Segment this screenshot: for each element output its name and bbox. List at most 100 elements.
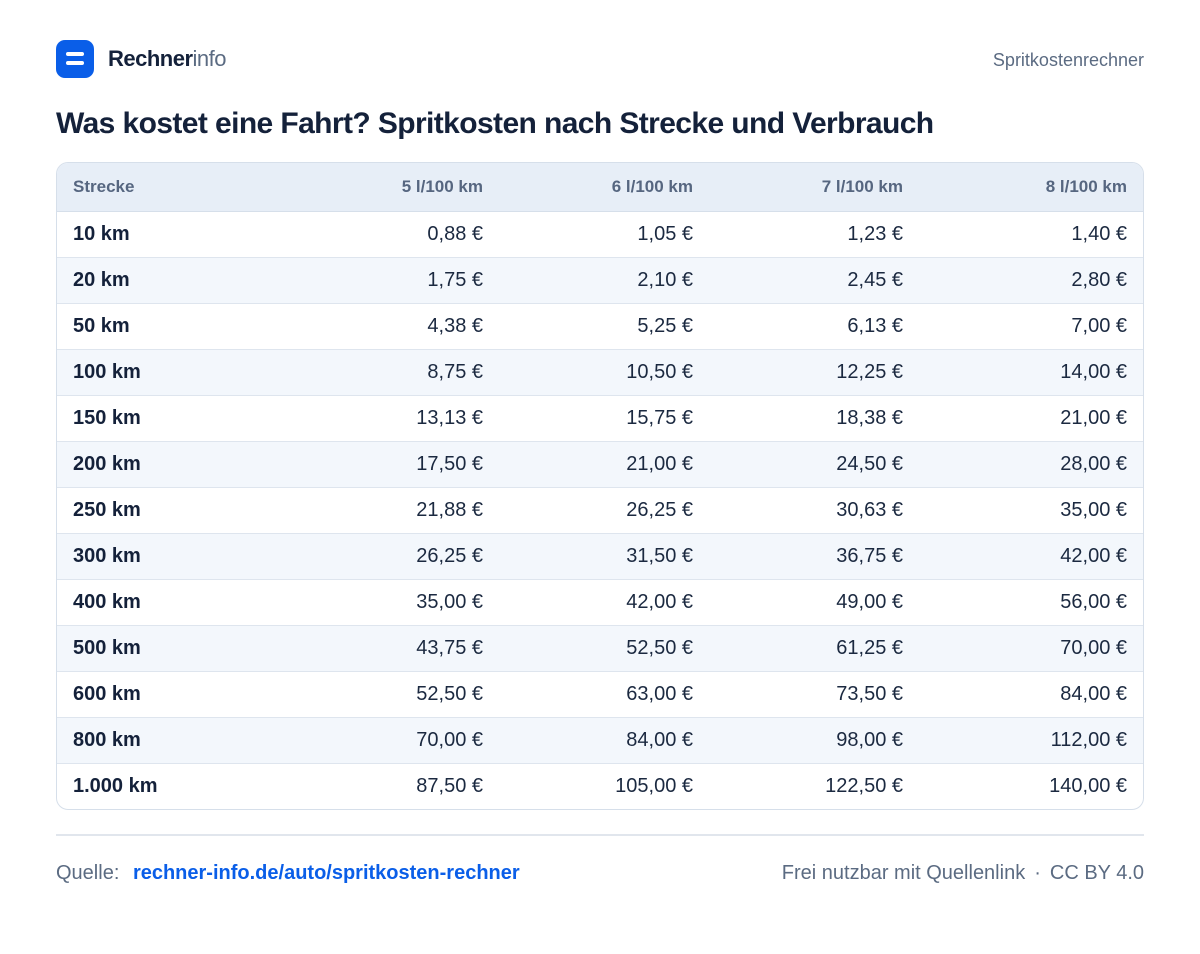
cost-cell: 17,50 € [289,441,499,488]
fuel-cost-table: Strecke 5 l/100 km 6 l/100 km 7 l/100 km… [57,163,1143,809]
cost-cell: 5,25 € [499,303,709,350]
column-header-distance: Strecke [57,163,289,212]
cost-cell: 112,00 € [919,717,1143,764]
table-header-row: Strecke 5 l/100 km 6 l/100 km 7 l/100 km… [57,163,1143,212]
cost-cell: 15,75 € [499,395,709,442]
cost-cell: 35,00 € [289,579,499,626]
cost-cell: 28,00 € [919,441,1143,488]
cost-cell: 1,40 € [919,211,1143,258]
site-header: Rechnerinfo Spritkostenrechner [56,40,1144,78]
cost-cell: 14,00 € [919,349,1143,396]
cost-cell: 13,13 € [289,395,499,442]
logo-bar-top [66,52,84,56]
table-row: 100 km 8,75 € 10,50 € 12,25 € 14,00 € [57,349,1143,396]
cost-cell: 1,75 € [289,257,499,304]
cost-cell: 70,00 € [919,625,1143,672]
cost-cell: 122,50 € [825,775,903,797]
table-row: 500 km 43,75 € 52,50 € 61,25 € 70,00 € [57,625,1143,672]
cost-cell: 21,00 € [499,441,709,488]
cost-cell: 6,13 € [709,303,919,350]
cost-cell: 84,00 € [919,671,1143,718]
cost-cell: 24,50 € [709,441,919,488]
cost-cell: 8,75 € [289,349,499,396]
usage-note: Frei nutzbar mit Quellenlink [781,862,1026,884]
cost-table-container: Strecke 5 l/100 km 6 l/100 km 7 l/100 km… [56,162,1144,810]
cost-cell: 2,45 € [709,257,919,304]
source-link[interactable]: rechner-info.de/auto/spritkosten-rechner [132,862,520,884]
cost-cell: 52,50 € [289,671,499,718]
distance-cell: 10 km [57,211,289,258]
cost-cell: 35,00 € [919,487,1143,534]
header-section-label: Spritkostenrechner [992,50,1144,70]
distance-cell: 400 km [57,579,289,626]
logo-bar-bottom [66,61,84,65]
footer: Quelle: rechner-info.de/auto/spritkosten… [56,860,1144,886]
distance-cell: 1.000 km [73,775,158,797]
cost-cell: 18,38 € [709,395,919,442]
distance-cell: 800 km [57,717,289,764]
cost-cell: 12,25 € [709,349,919,396]
cost-cell: 4,38 € [289,303,499,350]
cost-cell: 10,50 € [499,349,709,396]
table-row: 250 km 21,88 € 26,25 € 30,63 € 35,00 € [57,487,1143,534]
column-header-consumption-8: 8 l/100 km [919,163,1143,212]
cost-cell: 1,23 € [709,211,919,258]
license-label: CC BY 4.0 [1049,862,1144,884]
cost-cell: 70,00 € [289,717,499,764]
table-row: 10 km 0,88 € 1,05 € 1,23 € 1,40 € [57,211,1143,258]
cost-cell: 1,05 € [499,211,709,258]
distance-cell: 150 km [57,395,289,442]
footer-divider [56,834,1144,836]
brand-wordmark[interactable]: Rechnerinfo [108,46,227,72]
cost-cell: 2,10 € [499,257,709,304]
cost-cell: 0,88 € [289,211,499,258]
cost-cell: 61,25 € [709,625,919,672]
distance-cell: 50 km [57,303,289,350]
cost-cell: 30,63 € [709,487,919,534]
cost-cell: 2,80 € [919,257,1143,304]
cost-cell: 26,25 € [499,487,709,534]
logo-icon[interactable] [56,40,94,78]
cost-cell: 21,88 € [289,487,499,534]
table-row: 150 km 13,13 € 15,75 € 18,38 € 21,00 € [57,395,1143,442]
distance-cell: 300 km [57,533,289,580]
cost-cell: 42,00 € [499,579,709,626]
cost-cell: 84,00 € [499,717,709,764]
table-row: 1.000 km 87,50 € 105,00 € 122,50 € 140,0… [57,764,1143,810]
table-row: 400 km 35,00 € 42,00 € 49,00 € 56,00 € [57,579,1143,626]
cost-cell: 7,00 € [919,303,1143,350]
table-row: 300 km 26,25 € 31,50 € 36,75 € 42,00 € [57,533,1143,580]
column-header-consumption-6: 6 l/100 km [499,163,709,212]
cost-cell: 36,75 € [709,533,919,580]
brand-name-light: info [192,46,227,71]
cost-cell: 98,00 € [709,717,919,764]
cost-cell: 140,00 € [1049,775,1127,797]
table-row: 200 km 17,50 € 21,00 € 24,50 € 28,00 € [57,441,1143,488]
cost-cell: 52,50 € [499,625,709,672]
table-row: 50 km 4,38 € 5,25 € 6,13 € 7,00 € [57,303,1143,350]
source-label: Quelle: [56,862,120,884]
cost-cell: 73,50 € [709,671,919,718]
cost-cell: 31,50 € [499,533,709,580]
table-row: 800 km 70,00 € 84,00 € 98,00 € 112,00 € [57,717,1143,764]
cost-cell: 49,00 € [709,579,919,626]
cost-cell: 87,50 € [416,775,483,797]
brand-name-strong: Rechner [108,46,193,71]
separator-dot: · [1034,862,1041,884]
column-header-consumption-7: 7 l/100 km [709,163,919,212]
license-info: Frei nutzbar mit Quellenlink · CC BY 4.0 [782,860,1144,886]
cost-cell: 42,00 € [919,533,1143,580]
column-header-consumption-5: 5 l/100 km [289,163,499,212]
cost-cell: 105,00 € [615,775,693,797]
distance-cell: 20 km [57,257,289,304]
distance-cell: 600 km [57,671,289,718]
cost-cell: 21,00 € [919,395,1143,442]
cost-cell: 56,00 € [919,579,1143,626]
distance-cell: 100 km [57,349,289,396]
distance-cell: 200 km [57,441,289,488]
table-row: 600 km 52,50 € 63,00 € 73,50 € 84,00 € [57,671,1143,718]
distance-cell: 250 km [57,487,289,534]
distance-cell: 500 km [57,625,289,672]
cost-cell: 26,25 € [289,533,499,580]
cost-cell: 63,00 € [499,671,709,718]
